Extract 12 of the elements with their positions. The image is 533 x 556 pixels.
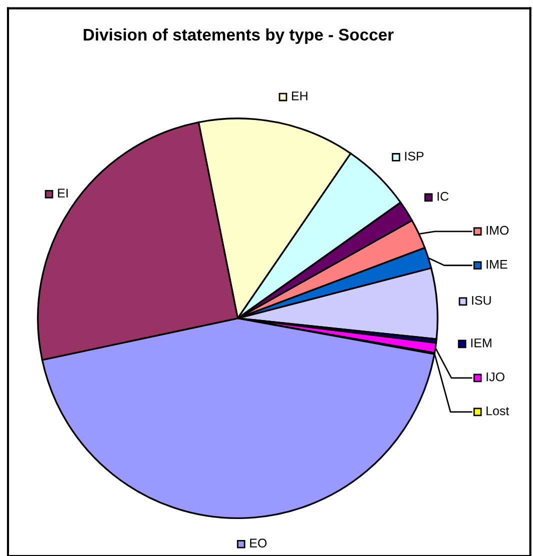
legend-label: EI	[58, 188, 68, 198]
legend-label: IEM	[471, 338, 492, 348]
legend-label: IME	[486, 260, 508, 269]
legend-label: IC	[438, 192, 449, 201]
legend-label: ISU	[472, 296, 491, 305]
legend-label: IJO	[486, 372, 504, 382]
legend-label: IMO	[486, 226, 509, 235]
legend-label: EH	[292, 92, 308, 100]
chart-title: Division of statements by type - Soccer	[84, 28, 394, 44]
legend-label: EO	[250, 538, 267, 548]
legend-label: Lost	[486, 406, 510, 416]
legend-label: ISP	[405, 152, 424, 161]
